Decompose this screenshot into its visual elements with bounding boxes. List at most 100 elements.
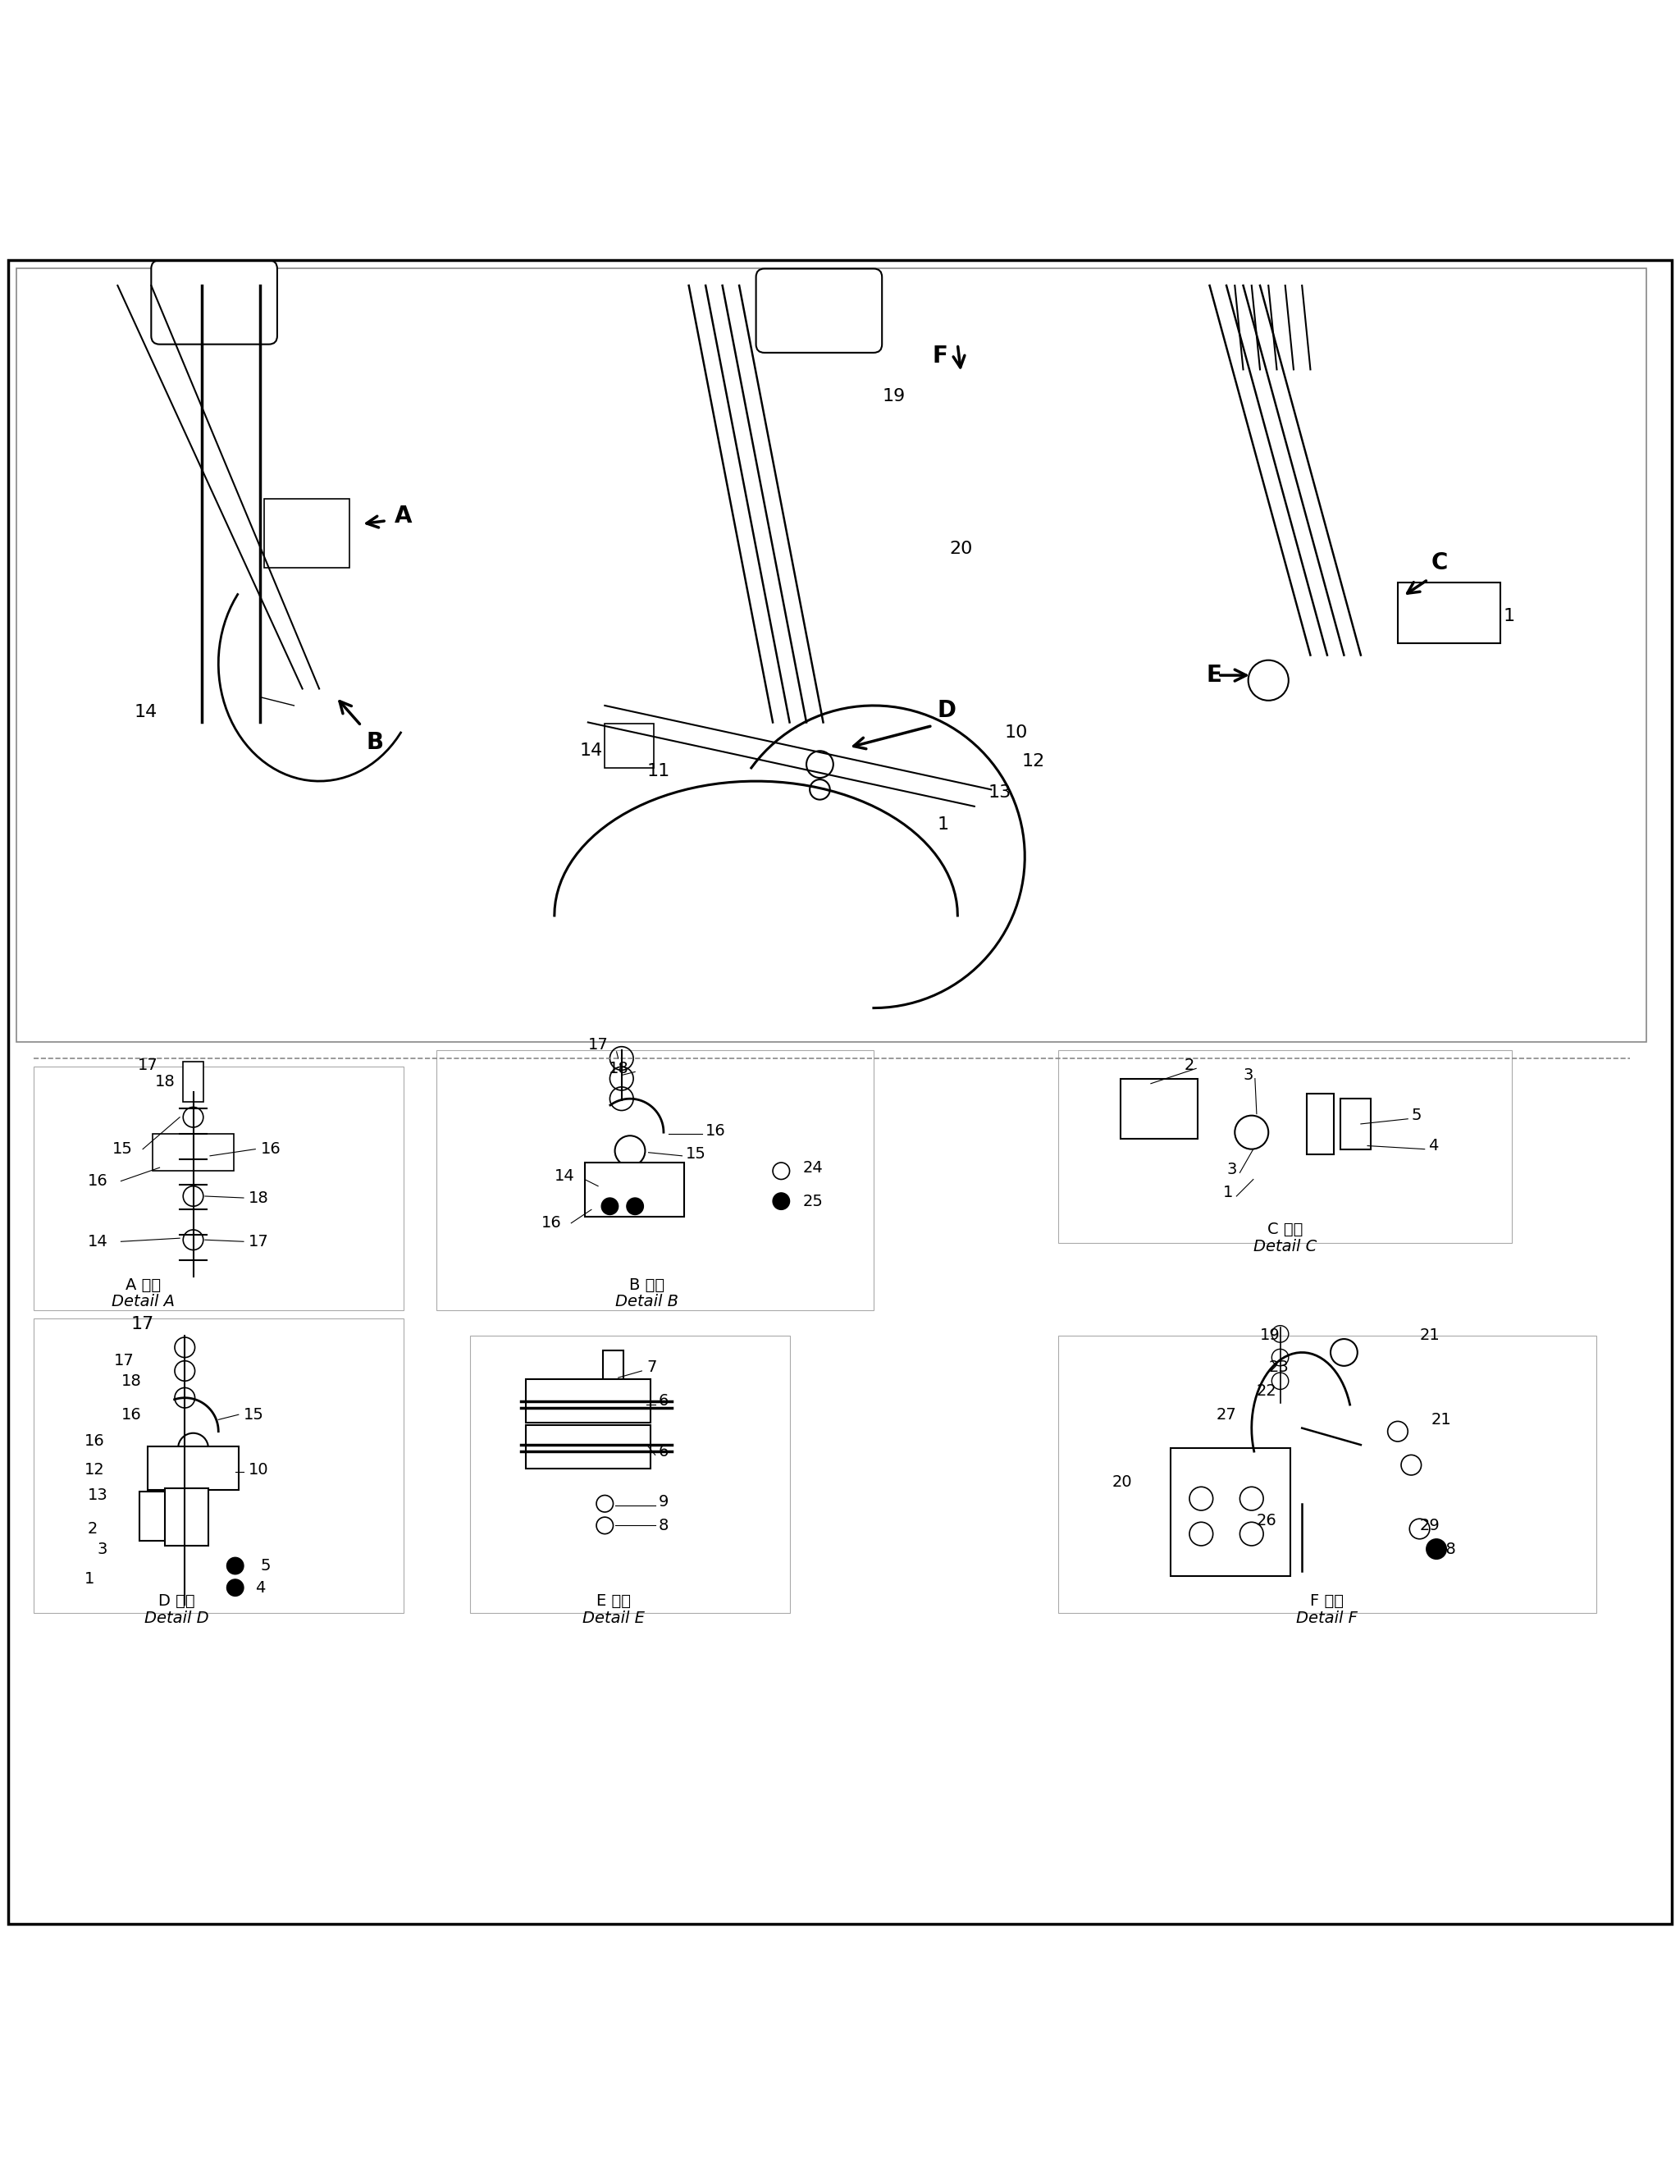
- Text: 12: 12: [1021, 753, 1045, 769]
- FancyBboxPatch shape: [151, 260, 277, 345]
- Text: 14: 14: [87, 1234, 108, 1249]
- Text: 3: 3: [97, 1542, 108, 1557]
- Text: 2: 2: [87, 1520, 97, 1538]
- FancyBboxPatch shape: [1058, 1337, 1596, 1612]
- FancyBboxPatch shape: [17, 269, 1646, 1042]
- Text: 18: 18: [155, 1075, 175, 1090]
- Circle shape: [1426, 1540, 1446, 1559]
- Text: 16: 16: [706, 1123, 726, 1138]
- Circle shape: [601, 1197, 618, 1214]
- Text: F: F: [932, 345, 948, 367]
- Text: 17: 17: [249, 1234, 269, 1249]
- Text: 17: 17: [138, 1057, 158, 1072]
- FancyBboxPatch shape: [1341, 1099, 1371, 1149]
- Text: B 詳細: B 詳細: [628, 1278, 665, 1293]
- Text: 6: 6: [659, 1444, 669, 1459]
- Text: 2: 2: [1184, 1057, 1194, 1072]
- Text: C: C: [1431, 553, 1448, 574]
- Text: 14: 14: [580, 743, 603, 760]
- Text: 14: 14: [554, 1168, 575, 1184]
- Text: 1: 1: [937, 817, 949, 832]
- Text: A: A: [395, 505, 412, 526]
- FancyBboxPatch shape: [605, 725, 654, 769]
- FancyBboxPatch shape: [603, 1350, 623, 1396]
- Text: B: B: [366, 732, 383, 753]
- Text: 27: 27: [1216, 1406, 1236, 1422]
- Text: D 詳細: D 詳細: [158, 1594, 195, 1610]
- Text: 17: 17: [131, 1315, 155, 1332]
- Text: 3: 3: [1243, 1068, 1253, 1083]
- Text: 18: 18: [121, 1374, 141, 1389]
- Circle shape: [627, 1197, 643, 1214]
- FancyBboxPatch shape: [34, 1066, 403, 1310]
- Text: 4: 4: [255, 1579, 265, 1597]
- Text: 17: 17: [588, 1037, 608, 1053]
- FancyBboxPatch shape: [148, 1446, 239, 1489]
- Text: 21: 21: [1431, 1411, 1452, 1428]
- Text: 16: 16: [541, 1214, 561, 1232]
- Text: 15: 15: [113, 1142, 133, 1158]
- Circle shape: [227, 1579, 244, 1597]
- Text: 8: 8: [659, 1518, 669, 1533]
- FancyBboxPatch shape: [34, 1319, 403, 1612]
- Text: 17: 17: [114, 1354, 134, 1369]
- Text: 1: 1: [1223, 1186, 1233, 1201]
- Text: C 詳細: C 詳細: [1267, 1223, 1304, 1238]
- Text: A 詳細: A 詳細: [124, 1278, 161, 1293]
- Text: 16: 16: [121, 1406, 141, 1422]
- Text: 15: 15: [685, 1147, 706, 1162]
- Text: E: E: [1206, 664, 1221, 686]
- FancyBboxPatch shape: [585, 1162, 684, 1216]
- FancyBboxPatch shape: [470, 1337, 790, 1612]
- Text: 11: 11: [647, 762, 670, 780]
- Text: 16: 16: [84, 1433, 104, 1450]
- Text: 24: 24: [803, 1160, 823, 1175]
- FancyBboxPatch shape: [1058, 1051, 1512, 1243]
- Circle shape: [773, 1192, 790, 1210]
- Text: Detail E: Detail E: [581, 1610, 645, 1625]
- FancyBboxPatch shape: [139, 1492, 176, 1540]
- Text: 22: 22: [1257, 1382, 1277, 1400]
- Text: 26: 26: [1257, 1514, 1277, 1529]
- Text: 19: 19: [882, 389, 906, 404]
- Text: 19: 19: [1260, 1328, 1280, 1343]
- Text: 5: 5: [1411, 1107, 1421, 1123]
- FancyBboxPatch shape: [1398, 583, 1500, 644]
- Text: 18: 18: [249, 1190, 269, 1206]
- FancyBboxPatch shape: [264, 498, 349, 568]
- Text: 3: 3: [1226, 1162, 1236, 1177]
- FancyBboxPatch shape: [165, 1489, 208, 1546]
- Text: 20: 20: [949, 542, 973, 557]
- FancyBboxPatch shape: [437, 1051, 874, 1310]
- FancyBboxPatch shape: [183, 1061, 203, 1103]
- FancyBboxPatch shape: [526, 1380, 650, 1424]
- Text: 16: 16: [260, 1142, 281, 1158]
- Text: 18: 18: [608, 1061, 628, 1077]
- Text: Detail B: Detail B: [615, 1295, 679, 1310]
- FancyBboxPatch shape: [153, 1133, 234, 1171]
- Text: 5: 5: [260, 1557, 270, 1575]
- Text: E 詳細: E 詳細: [596, 1594, 630, 1610]
- Text: 9: 9: [659, 1494, 669, 1509]
- Text: Detail F: Detail F: [1297, 1610, 1357, 1625]
- Text: 25: 25: [803, 1192, 823, 1210]
- Text: 12: 12: [84, 1463, 104, 1479]
- FancyBboxPatch shape: [756, 269, 882, 352]
- Circle shape: [227, 1557, 244, 1575]
- Text: 14: 14: [134, 703, 158, 721]
- Text: 10: 10: [249, 1463, 269, 1479]
- Text: 16: 16: [87, 1173, 108, 1188]
- Text: 23: 23: [1268, 1361, 1289, 1376]
- Text: Detail D: Detail D: [144, 1610, 208, 1625]
- Text: 20: 20: [1112, 1474, 1132, 1489]
- Text: 10: 10: [1005, 725, 1028, 740]
- Text: Detail A: Detail A: [111, 1295, 175, 1310]
- Text: 6: 6: [659, 1393, 669, 1409]
- Text: 15: 15: [244, 1406, 264, 1422]
- Text: 28: 28: [1436, 1542, 1457, 1557]
- Text: 21: 21: [1420, 1328, 1440, 1343]
- Text: 29: 29: [1420, 1518, 1440, 1533]
- FancyBboxPatch shape: [526, 1424, 650, 1468]
- FancyBboxPatch shape: [1307, 1094, 1334, 1153]
- FancyBboxPatch shape: [1121, 1079, 1198, 1140]
